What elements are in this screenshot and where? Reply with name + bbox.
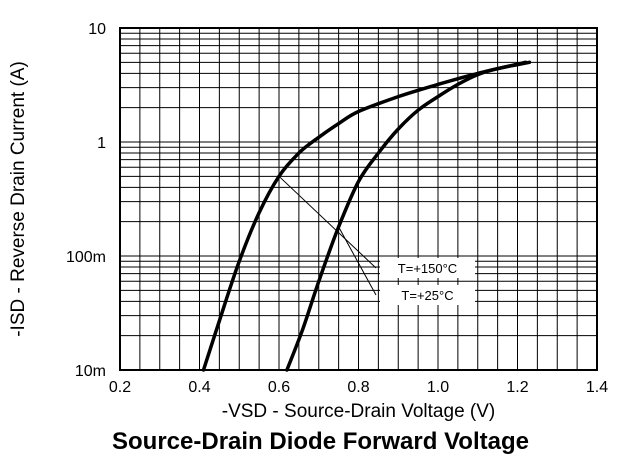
x-tick-label: 1.4: [586, 379, 608, 396]
chart-title: Source-Drain Diode Forward Voltage: [112, 428, 529, 455]
y-tick-label: 10m: [75, 363, 106, 380]
y-axis-label: -ISD - Reverse Drain Current (A): [8, 61, 29, 337]
x-tick-label: 0.8: [347, 379, 369, 396]
x-axis-label: -VSD - Source-Drain Voltage (V): [222, 401, 496, 422]
y-tick-label: 100m: [66, 249, 106, 266]
grid: [119, 27, 598, 371]
annotation-label: T=+25°C: [401, 288, 453, 303]
x-tick-label: 0.6: [268, 379, 290, 396]
series-line: [201, 60, 528, 372]
series-line: [285, 60, 532, 372]
annotation-box: [380, 285, 475, 305]
y-tick-label: 1: [97, 135, 106, 152]
y-tick-label: 10: [88, 21, 106, 38]
y-tick-labels: 10m 100m 1 10: [66, 21, 106, 380]
x-tick-label: 1.0: [427, 379, 449, 396]
x-tick-label: 0.4: [188, 379, 210, 396]
annotation-leader: [338, 226, 377, 296]
annotation-leader: [278, 175, 377, 269]
plot-frame: [119, 27, 598, 371]
annotation-label: T=+150°C: [398, 261, 457, 276]
annotation-leaders: [278, 175, 377, 296]
annotation-boxes: T=+150°C T=+25°C: [380, 258, 475, 305]
x-tick-label: 0.2: [109, 379, 131, 396]
annotation-box: [380, 258, 475, 278]
x-tick-label: 1.2: [506, 379, 528, 396]
series-group: [201, 60, 532, 372]
x-tick-labels: 0.2 0.4 0.6 0.8 1.0 1.2 1.4: [109, 379, 608, 396]
